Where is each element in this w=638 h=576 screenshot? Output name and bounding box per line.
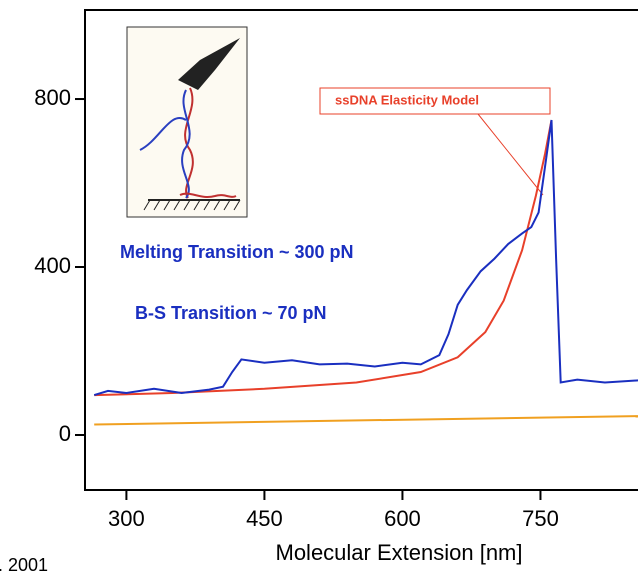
data-line xyxy=(94,415,638,426)
footnote: l. 2001 xyxy=(0,555,48,571)
x-tick-label: 450 xyxy=(246,506,283,531)
y-tick-label: 800 xyxy=(34,85,71,110)
x-tick-label: 300 xyxy=(108,506,145,531)
inset-image xyxy=(126,26,248,218)
annotation-box xyxy=(319,87,551,115)
data-line xyxy=(94,119,553,397)
annotation: Melting Transition ~ 300 pN xyxy=(120,242,354,262)
x-tick-label: 600 xyxy=(384,506,421,531)
x-axis-label: Molecular Extension [nm] xyxy=(276,540,523,565)
annotation-leader xyxy=(477,113,544,196)
y-tick-label: 400 xyxy=(34,253,71,278)
annotation: ssDNA Elasticity Model xyxy=(335,92,479,107)
plot-frame xyxy=(84,9,638,491)
annotation: B-S Transition ~ 70 pN xyxy=(135,303,327,323)
data-line xyxy=(93,119,638,397)
x-tick-label: 750 xyxy=(522,506,559,531)
y-tick-label: 0 xyxy=(59,421,71,446)
